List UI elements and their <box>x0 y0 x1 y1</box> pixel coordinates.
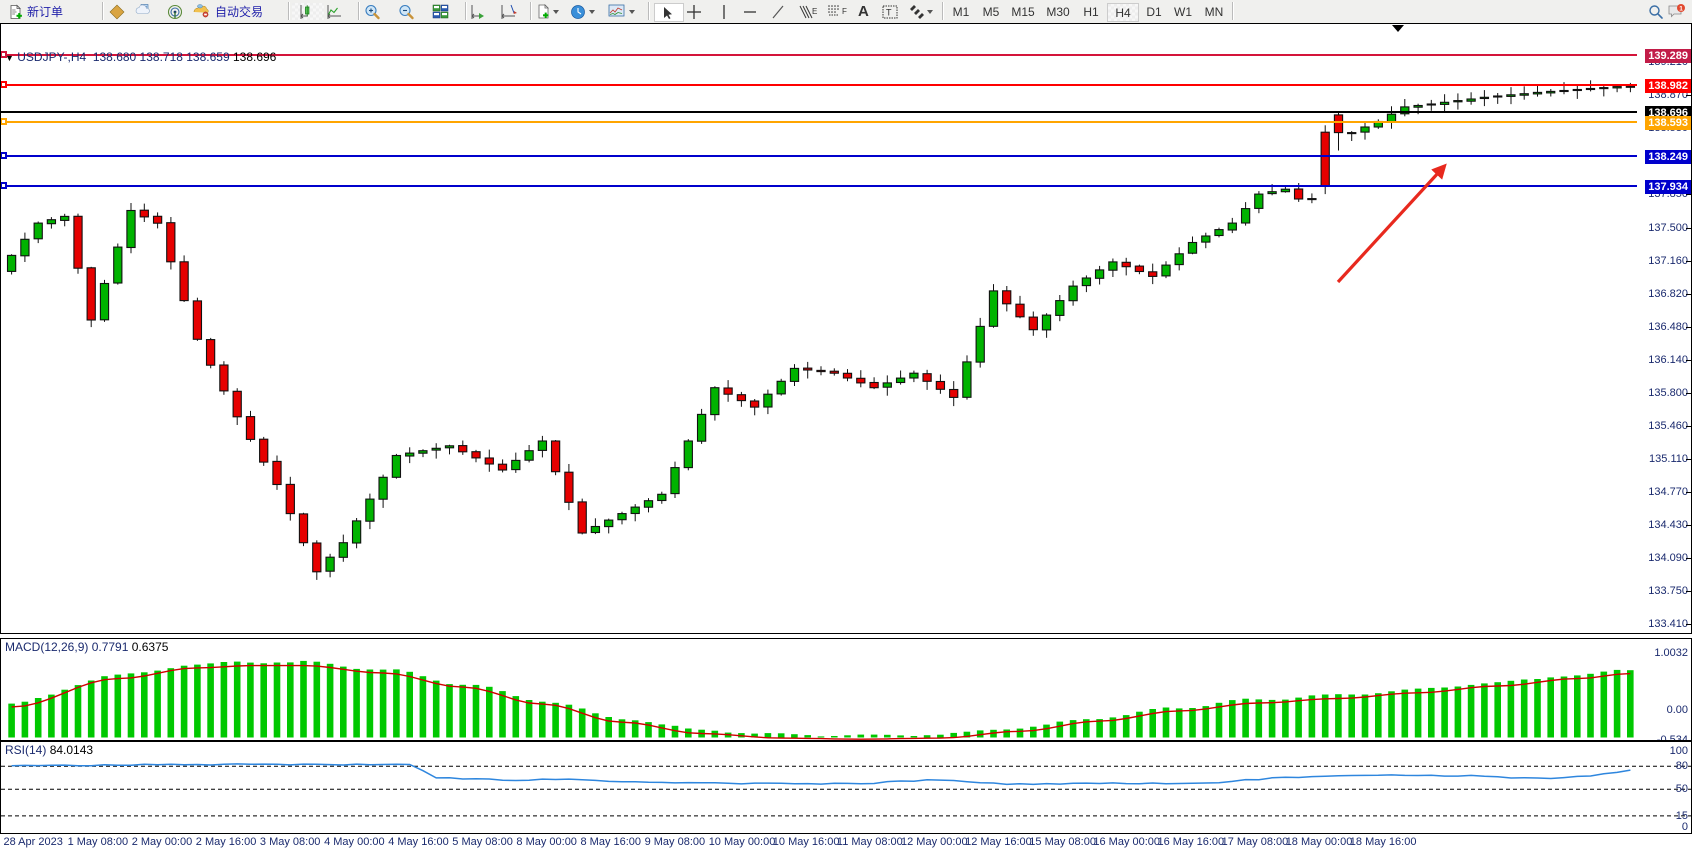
svg-text:1: 1 <box>1679 5 1683 12</box>
svg-text:T: T <box>886 7 892 17</box>
